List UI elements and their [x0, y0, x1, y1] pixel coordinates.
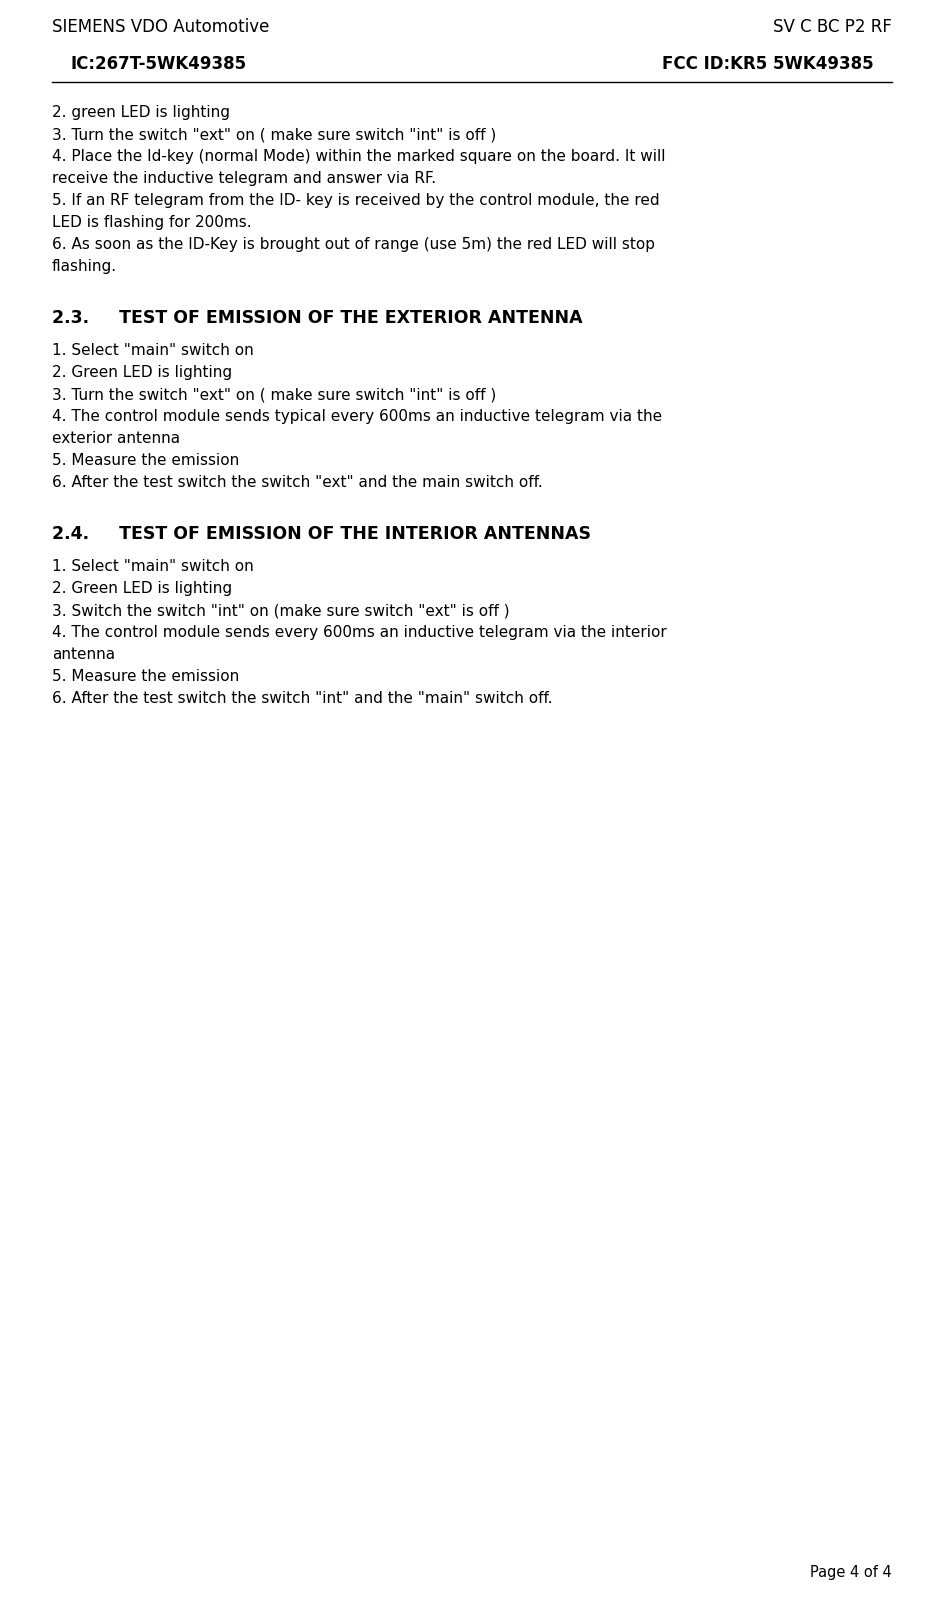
Text: LED is flashing for 200ms.: LED is flashing for 200ms. — [52, 215, 252, 231]
Text: SIEMENS VDO Automotive: SIEMENS VDO Automotive — [52, 18, 269, 35]
Text: 5. Measure the emission: 5. Measure the emission — [52, 670, 239, 684]
Text: Page 4 of 4: Page 4 of 4 — [810, 1565, 892, 1580]
Text: 3. Switch the switch "int" on (make sure switch "ext" is off ): 3. Switch the switch "int" on (make sure… — [52, 602, 510, 618]
Text: 6. After the test switch the switch "int" and the "main" switch off.: 6. After the test switch the switch "int… — [52, 690, 552, 706]
Text: antenna: antenna — [52, 647, 115, 662]
Text: 4. The control module sends typical every 600ms an inductive telegram via the: 4. The control module sends typical ever… — [52, 409, 662, 425]
Text: flashing.: flashing. — [52, 260, 117, 274]
Text: SV C BC P2 RF: SV C BC P2 RF — [773, 18, 892, 35]
Text: 5. If an RF telegram from the ID- key is received by the control module, the red: 5. If an RF telegram from the ID- key is… — [52, 192, 660, 208]
Text: IC:267T-5WK49385: IC:267T-5WK49385 — [70, 54, 246, 74]
Text: 6. As soon as the ID-Key is brought out of range (use 5m) the red LED will stop: 6. As soon as the ID-Key is brought out … — [52, 237, 655, 252]
Text: 2. Green LED is lighting: 2. Green LED is lighting — [52, 582, 232, 596]
Text: 3. Turn the switch "ext" on ( make sure switch "int" is off ): 3. Turn the switch "ext" on ( make sure … — [52, 388, 497, 402]
Text: exterior antenna: exterior antenna — [52, 431, 180, 445]
Text: 5. Measure the emission: 5. Measure the emission — [52, 453, 239, 468]
Text: 6. After the test switch the switch "ext" and the main switch off.: 6. After the test switch the switch "ext… — [52, 476, 543, 490]
Text: 2. Green LED is lighting: 2. Green LED is lighting — [52, 365, 232, 380]
Text: 2.3.     TEST OF EMISSION OF THE EXTERIOR ANTENNA: 2.3. TEST OF EMISSION OF THE EXTERIOR AN… — [52, 309, 582, 327]
Text: 4. Place the Id-key (normal Mode) within the marked square on the board. It will: 4. Place the Id-key (normal Mode) within… — [52, 149, 666, 163]
Text: 1. Select "main" switch on: 1. Select "main" switch on — [52, 559, 254, 574]
Text: 1. Select "main" switch on: 1. Select "main" switch on — [52, 343, 254, 357]
Text: 2.4.     TEST OF EMISSION OF THE INTERIOR ANTENNAS: 2.4. TEST OF EMISSION OF THE INTERIOR AN… — [52, 525, 591, 543]
Text: 3. Turn the switch "ext" on ( make sure switch "int" is off ): 3. Turn the switch "ext" on ( make sure … — [52, 127, 497, 143]
Text: FCC ID:KR5 5WK49385: FCC ID:KR5 5WK49385 — [663, 54, 874, 74]
Text: 4. The control module sends every 600ms an inductive telegram via the interior: 4. The control module sends every 600ms … — [52, 625, 666, 641]
Text: 2. green LED is lighting: 2. green LED is lighting — [52, 106, 230, 120]
Text: receive the inductive telegram and answer via RF.: receive the inductive telegram and answe… — [52, 171, 436, 186]
